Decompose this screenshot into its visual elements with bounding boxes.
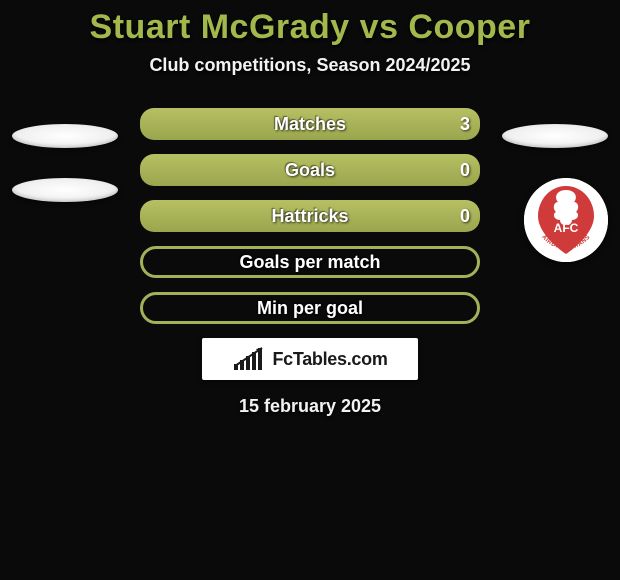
stat-bar: Matches3 bbox=[140, 108, 480, 140]
brand-box: FcTables.com bbox=[202, 338, 418, 380]
brand-bars-icon bbox=[232, 346, 268, 372]
comparison-card: Stuart McGrady vs Cooper Club competitio… bbox=[0, 0, 620, 580]
stat-bar: Goals0 bbox=[140, 154, 480, 186]
page-title: Stuart McGrady vs Cooper bbox=[0, 0, 620, 47]
stat-bar: Hattricks0 bbox=[140, 200, 480, 232]
stat-bars-container: Matches3 Goals0 Hattricks0 Goals per match M… bbox=[0, 108, 620, 324]
stat-bar-fill bbox=[140, 154, 480, 186]
stat-bar-label: Goals per match bbox=[143, 249, 477, 275]
stat-bar: Goals per match bbox=[140, 246, 480, 278]
stat-bar-row: Matches3 bbox=[0, 108, 620, 140]
page-subtitle: Club competitions, Season 2024/2025 bbox=[0, 55, 620, 76]
stat-bar-row: Goals per match bbox=[0, 246, 620, 278]
stat-bar-fill bbox=[140, 200, 480, 232]
brand-text: FcTables.com bbox=[272, 349, 387, 370]
stat-bar-label: Min per goal bbox=[143, 295, 477, 321]
stat-bar-row: Min per goal bbox=[0, 292, 620, 324]
stat-bar-row: Goals0 bbox=[0, 154, 620, 186]
brand-logo: FcTables.com bbox=[232, 346, 387, 372]
footer-date: 15 february 2025 bbox=[0, 396, 620, 417]
stat-bar-fill bbox=[140, 108, 480, 140]
stat-bar-row: Hattricks0 bbox=[0, 200, 620, 232]
stat-bar: Min per goal bbox=[140, 292, 480, 324]
